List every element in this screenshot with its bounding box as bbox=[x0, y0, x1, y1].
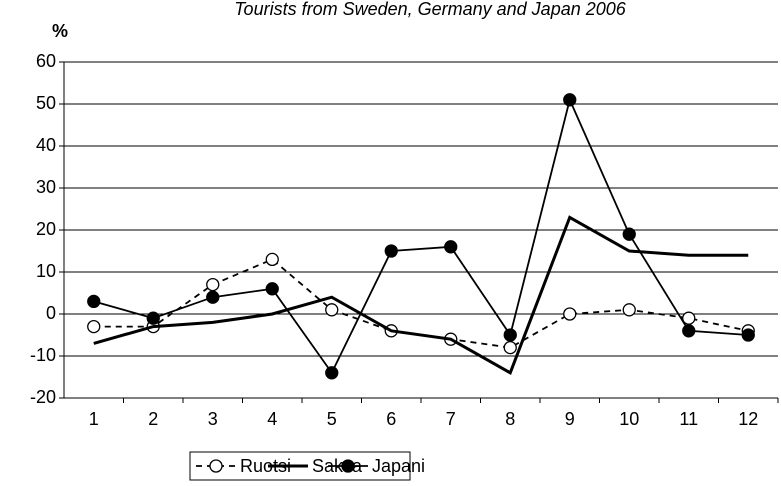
marker bbox=[503, 340, 517, 355]
y-axis-label: % bbox=[52, 21, 68, 41]
y-tick-label: 40 bbox=[36, 135, 56, 155]
marker bbox=[384, 244, 398, 258]
marker bbox=[325, 366, 339, 380]
marker bbox=[444, 240, 458, 254]
x-tick-label: 10 bbox=[619, 409, 639, 429]
x-tick-label: 6 bbox=[386, 409, 396, 429]
marker bbox=[622, 227, 636, 241]
y-tick-label: 0 bbox=[46, 303, 56, 323]
marker bbox=[741, 328, 755, 342]
y-tick-label: 30 bbox=[36, 177, 56, 197]
x-tick-label: 7 bbox=[446, 409, 456, 429]
marker bbox=[325, 303, 339, 317]
x-tick-label: 4 bbox=[267, 409, 277, 429]
marker bbox=[563, 307, 577, 321]
marker bbox=[622, 303, 636, 317]
marker bbox=[682, 324, 696, 338]
y-tick-label: -20 bbox=[30, 387, 56, 407]
legend-label: Ruotsi bbox=[240, 456, 291, 476]
y-tick-label: 20 bbox=[36, 219, 56, 239]
marker bbox=[265, 282, 279, 296]
marker bbox=[87, 319, 101, 334]
x-tick-label: 8 bbox=[505, 409, 515, 429]
y-tick-label: -10 bbox=[30, 345, 56, 365]
marker bbox=[265, 252, 279, 267]
x-tick-label: 9 bbox=[565, 409, 575, 429]
series-line bbox=[93, 215, 749, 375]
x-tick-label: 11 bbox=[679, 409, 698, 429]
x-tick-label: 1 bbox=[89, 409, 99, 429]
marker bbox=[87, 294, 101, 309]
chart-title: Tourists from Sweden, Germany and Japan … bbox=[234, 0, 627, 19]
marker bbox=[563, 93, 577, 107]
marker bbox=[209, 459, 223, 473]
y-tick-label: 10 bbox=[36, 261, 56, 281]
y-tick-label: 60 bbox=[36, 51, 56, 71]
legend-label: Japani bbox=[372, 456, 425, 476]
x-tick-label: 5 bbox=[327, 409, 337, 429]
marker bbox=[206, 290, 220, 304]
marker bbox=[341, 459, 355, 473]
x-tick-label: 2 bbox=[148, 409, 158, 429]
marker bbox=[503, 328, 517, 342]
marker bbox=[206, 277, 220, 292]
x-tick-label: 3 bbox=[208, 409, 218, 429]
series-line bbox=[93, 97, 749, 375]
marker bbox=[146, 311, 160, 325]
x-tick-label: 12 bbox=[738, 409, 758, 429]
y-tick-label: 50 bbox=[36, 93, 56, 113]
